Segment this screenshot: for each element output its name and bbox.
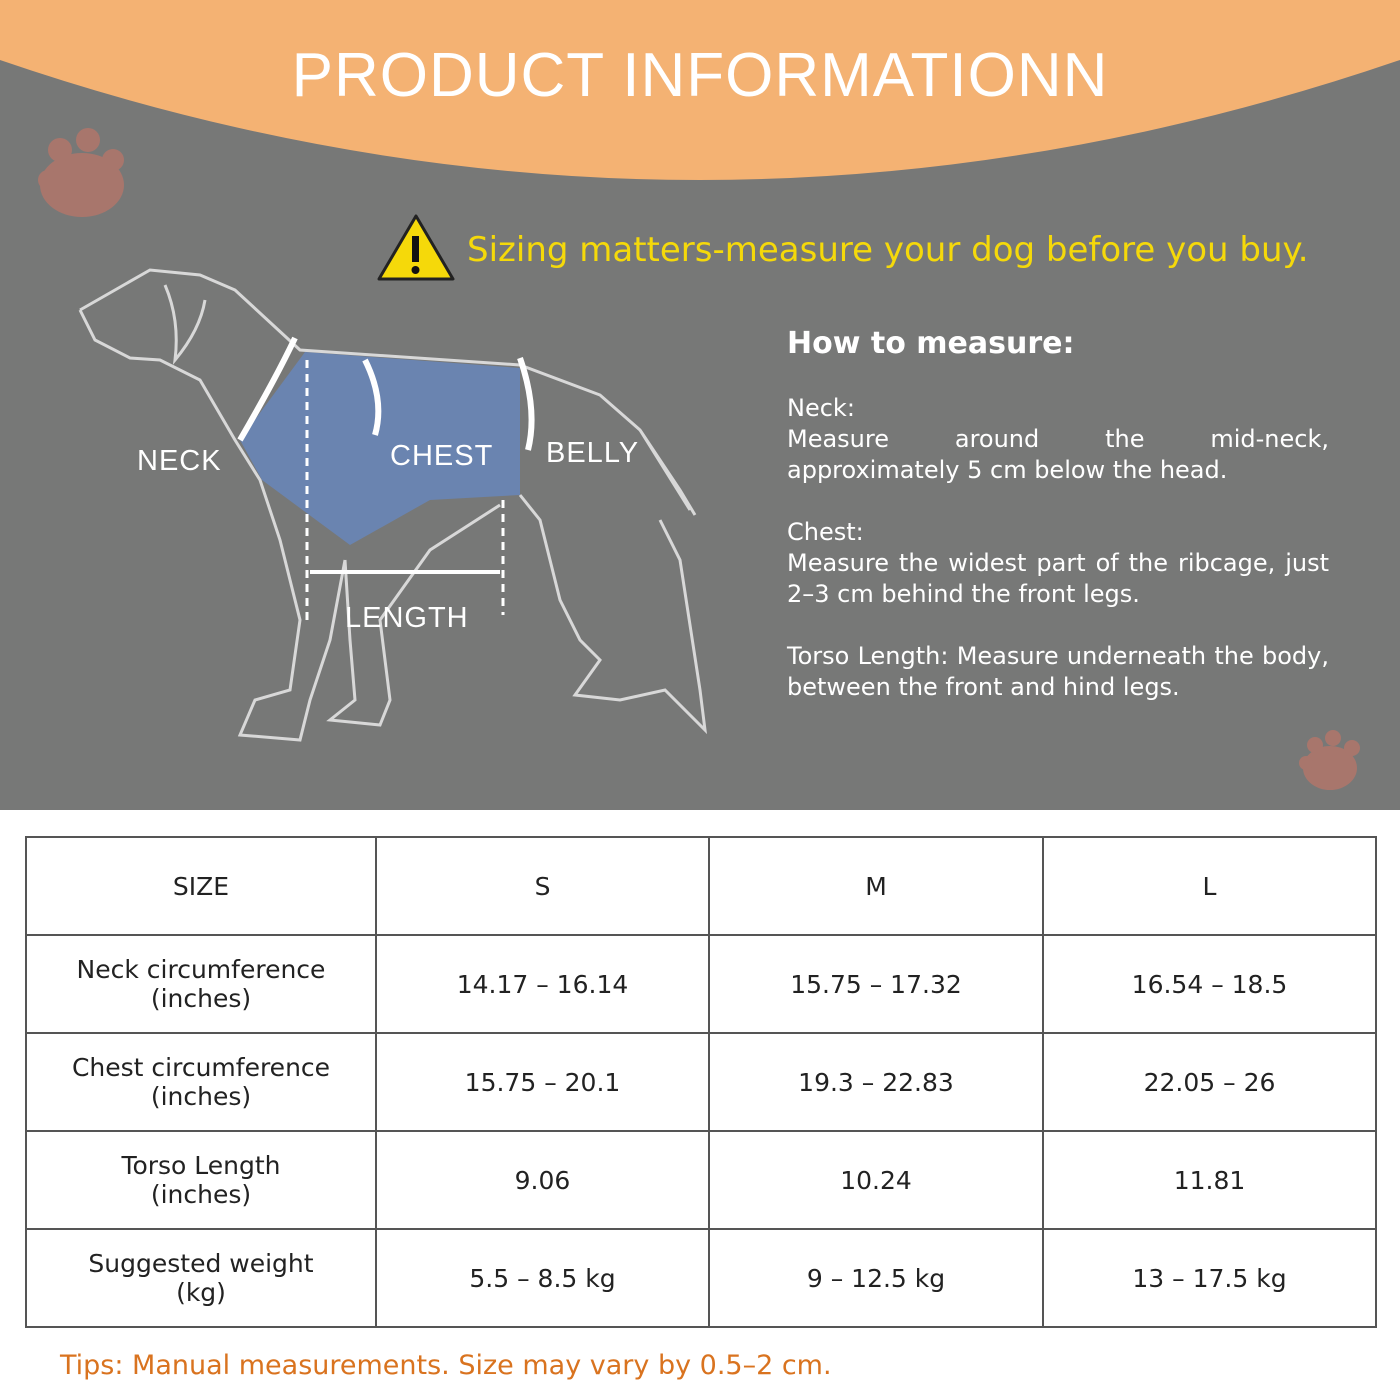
- item-text: Measure around the mid-neck, approximate…: [787, 425, 1329, 484]
- item-label: Torso Length:: [787, 642, 949, 670]
- item-text: Measure underneath the body, between the…: [787, 642, 1329, 701]
- table-cell: 11.81: [1042, 1130, 1377, 1230]
- table-cell: 9 – 12.5 kg: [708, 1228, 1044, 1328]
- row-label-cell: Suggested weight (kg): [25, 1228, 377, 1328]
- how-to-title: How to measure:: [787, 326, 1075, 361]
- table-cell: 16.54 – 18.5: [1042, 934, 1377, 1034]
- row-label-cell: Torso Length (inches): [25, 1130, 377, 1230]
- table-row: Suggested weight (kg) 5.5 – 8.5 kg 9 – 12.5…: [25, 1228, 1377, 1328]
- diagram-label: LENGTH: [345, 602, 469, 634]
- row-label-cell: Chest circumference (inches): [25, 1032, 377, 1132]
- table-row: Torso Length (inches) 9.06 10.24 11.81: [25, 1130, 1377, 1230]
- row-label: Suggested weight: [88, 1249, 314, 1278]
- background: [0, 0, 1400, 810]
- item-label: Neck:: [787, 394, 855, 422]
- table-row: Neck circumference (inches) 14.17 – 16.14 1…: [25, 934, 1377, 1034]
- item-label: Chest:: [787, 518, 864, 546]
- tips: Tips: Manual measurements. Size may vary…: [60, 1350, 832, 1381]
- item-text: Measure the widest part of the ribcage, …: [787, 549, 1329, 608]
- table-cell: 13 – 17.5 kg: [1042, 1228, 1377, 1328]
- warning-icon: [377, 214, 455, 281]
- how-to: How to measure: Neck: Measure around the …: [787, 328, 1329, 734]
- header-cell: SIZE: [25, 836, 377, 936]
- row-label: Torso Length: [121, 1151, 281, 1180]
- table-cell: 22.05 – 26: [1042, 1032, 1377, 1132]
- title: PRODUCT INFORMATIONN: [291, 41, 1109, 110]
- table-cell: 15.75 – 17.32: [708, 934, 1044, 1034]
- row-unit: (inches): [150, 1180, 252, 1209]
- warning: Sizing matters-measure your dog before y…: [467, 230, 1309, 270]
- dog-diagram: [78, 268, 708, 742]
- how-to-item: Torso Length: Measure underneath the bod…: [787, 641, 1329, 703]
- row-label-cell: Neck circumference (inches): [25, 934, 377, 1034]
- table-cell: 19.3 – 22.83: [708, 1032, 1044, 1132]
- table-cell: 15.75 – 20.1: [375, 1032, 710, 1132]
- size-table: SIZE S M L Neck circumference (inches) 14.17 –…: [25, 836, 1377, 1328]
- diagram-label: CHEST: [390, 440, 494, 472]
- header-row: SIZE S M L: [25, 836, 1377, 936]
- row-label: Neck circumference: [76, 955, 326, 984]
- row-unit: (inches): [150, 1082, 252, 1111]
- row-unit: (kg): [176, 1278, 226, 1307]
- header-cell: S: [375, 836, 710, 936]
- header-cell: M: [708, 836, 1044, 936]
- table-cell: 9.06: [375, 1130, 710, 1230]
- how-to-item: Neck: Measure around the mid-neck, approx…: [787, 393, 1329, 486]
- table-row: Chest circumference (inches) 15.75 – 20.1 1…: [25, 1032, 1377, 1132]
- how-to-item: Chest: Measure the widest part of the rib…: [787, 517, 1329, 610]
- header-cell: L: [1042, 836, 1377, 936]
- table-cell: 14.17 – 16.14: [375, 934, 710, 1034]
- diagram-label: NECK: [137, 445, 222, 477]
- row-unit: (inches): [150, 984, 252, 1013]
- table-cell: 10.24: [708, 1130, 1044, 1230]
- diagram-label: BELLY: [546, 437, 640, 469]
- row-label: Chest circumference: [71, 1053, 331, 1082]
- table-cell: 5.5 – 8.5 kg: [375, 1228, 710, 1328]
